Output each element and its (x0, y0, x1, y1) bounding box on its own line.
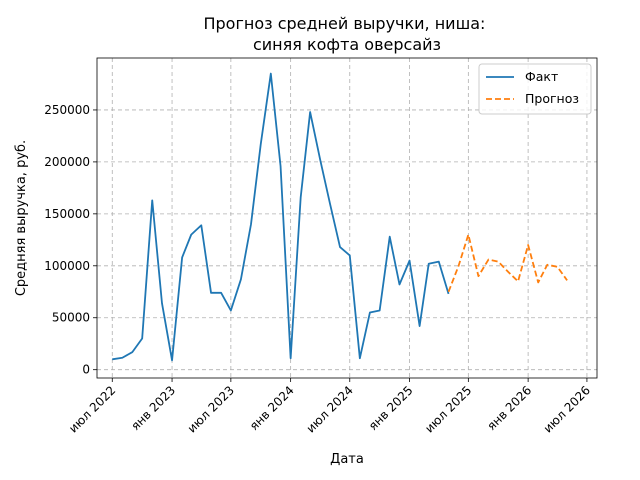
y-tick-label: 0 (82, 363, 90, 377)
series-line-forecast (447, 233, 568, 293)
series-lines (112, 72, 568, 362)
legend: Факт Прогноз (478, 63, 592, 115)
series-line-fact (112, 72, 450, 362)
plot-frame (96, 57, 598, 379)
y-tick-label: 250000 (44, 103, 90, 117)
y-axis-label: Средняя выручка, руб. (14, 140, 29, 296)
chart-title-line-2: синяя кофта оверсайз (253, 35, 441, 54)
legend-forecast-label: Прогноз (525, 91, 579, 106)
y-tick-label: 150000 (44, 207, 90, 221)
y-tick-label: 50000 (52, 311, 90, 325)
chart-title-line-1: Прогноз средней выручки, ниша: (203, 14, 485, 33)
legend-fact-label: Факт (525, 69, 558, 84)
y-tick-label: 200000 (44, 155, 90, 169)
y-tick-label: 100000 (44, 259, 90, 273)
y-axis-ticks: 0 50000 100000 150000 200000 250000 (44, 103, 97, 377)
x-axis-label: Дата (330, 452, 364, 467)
chart-title: Прогноз средней выручки, ниша: синяя коф… (203, 14, 490, 54)
